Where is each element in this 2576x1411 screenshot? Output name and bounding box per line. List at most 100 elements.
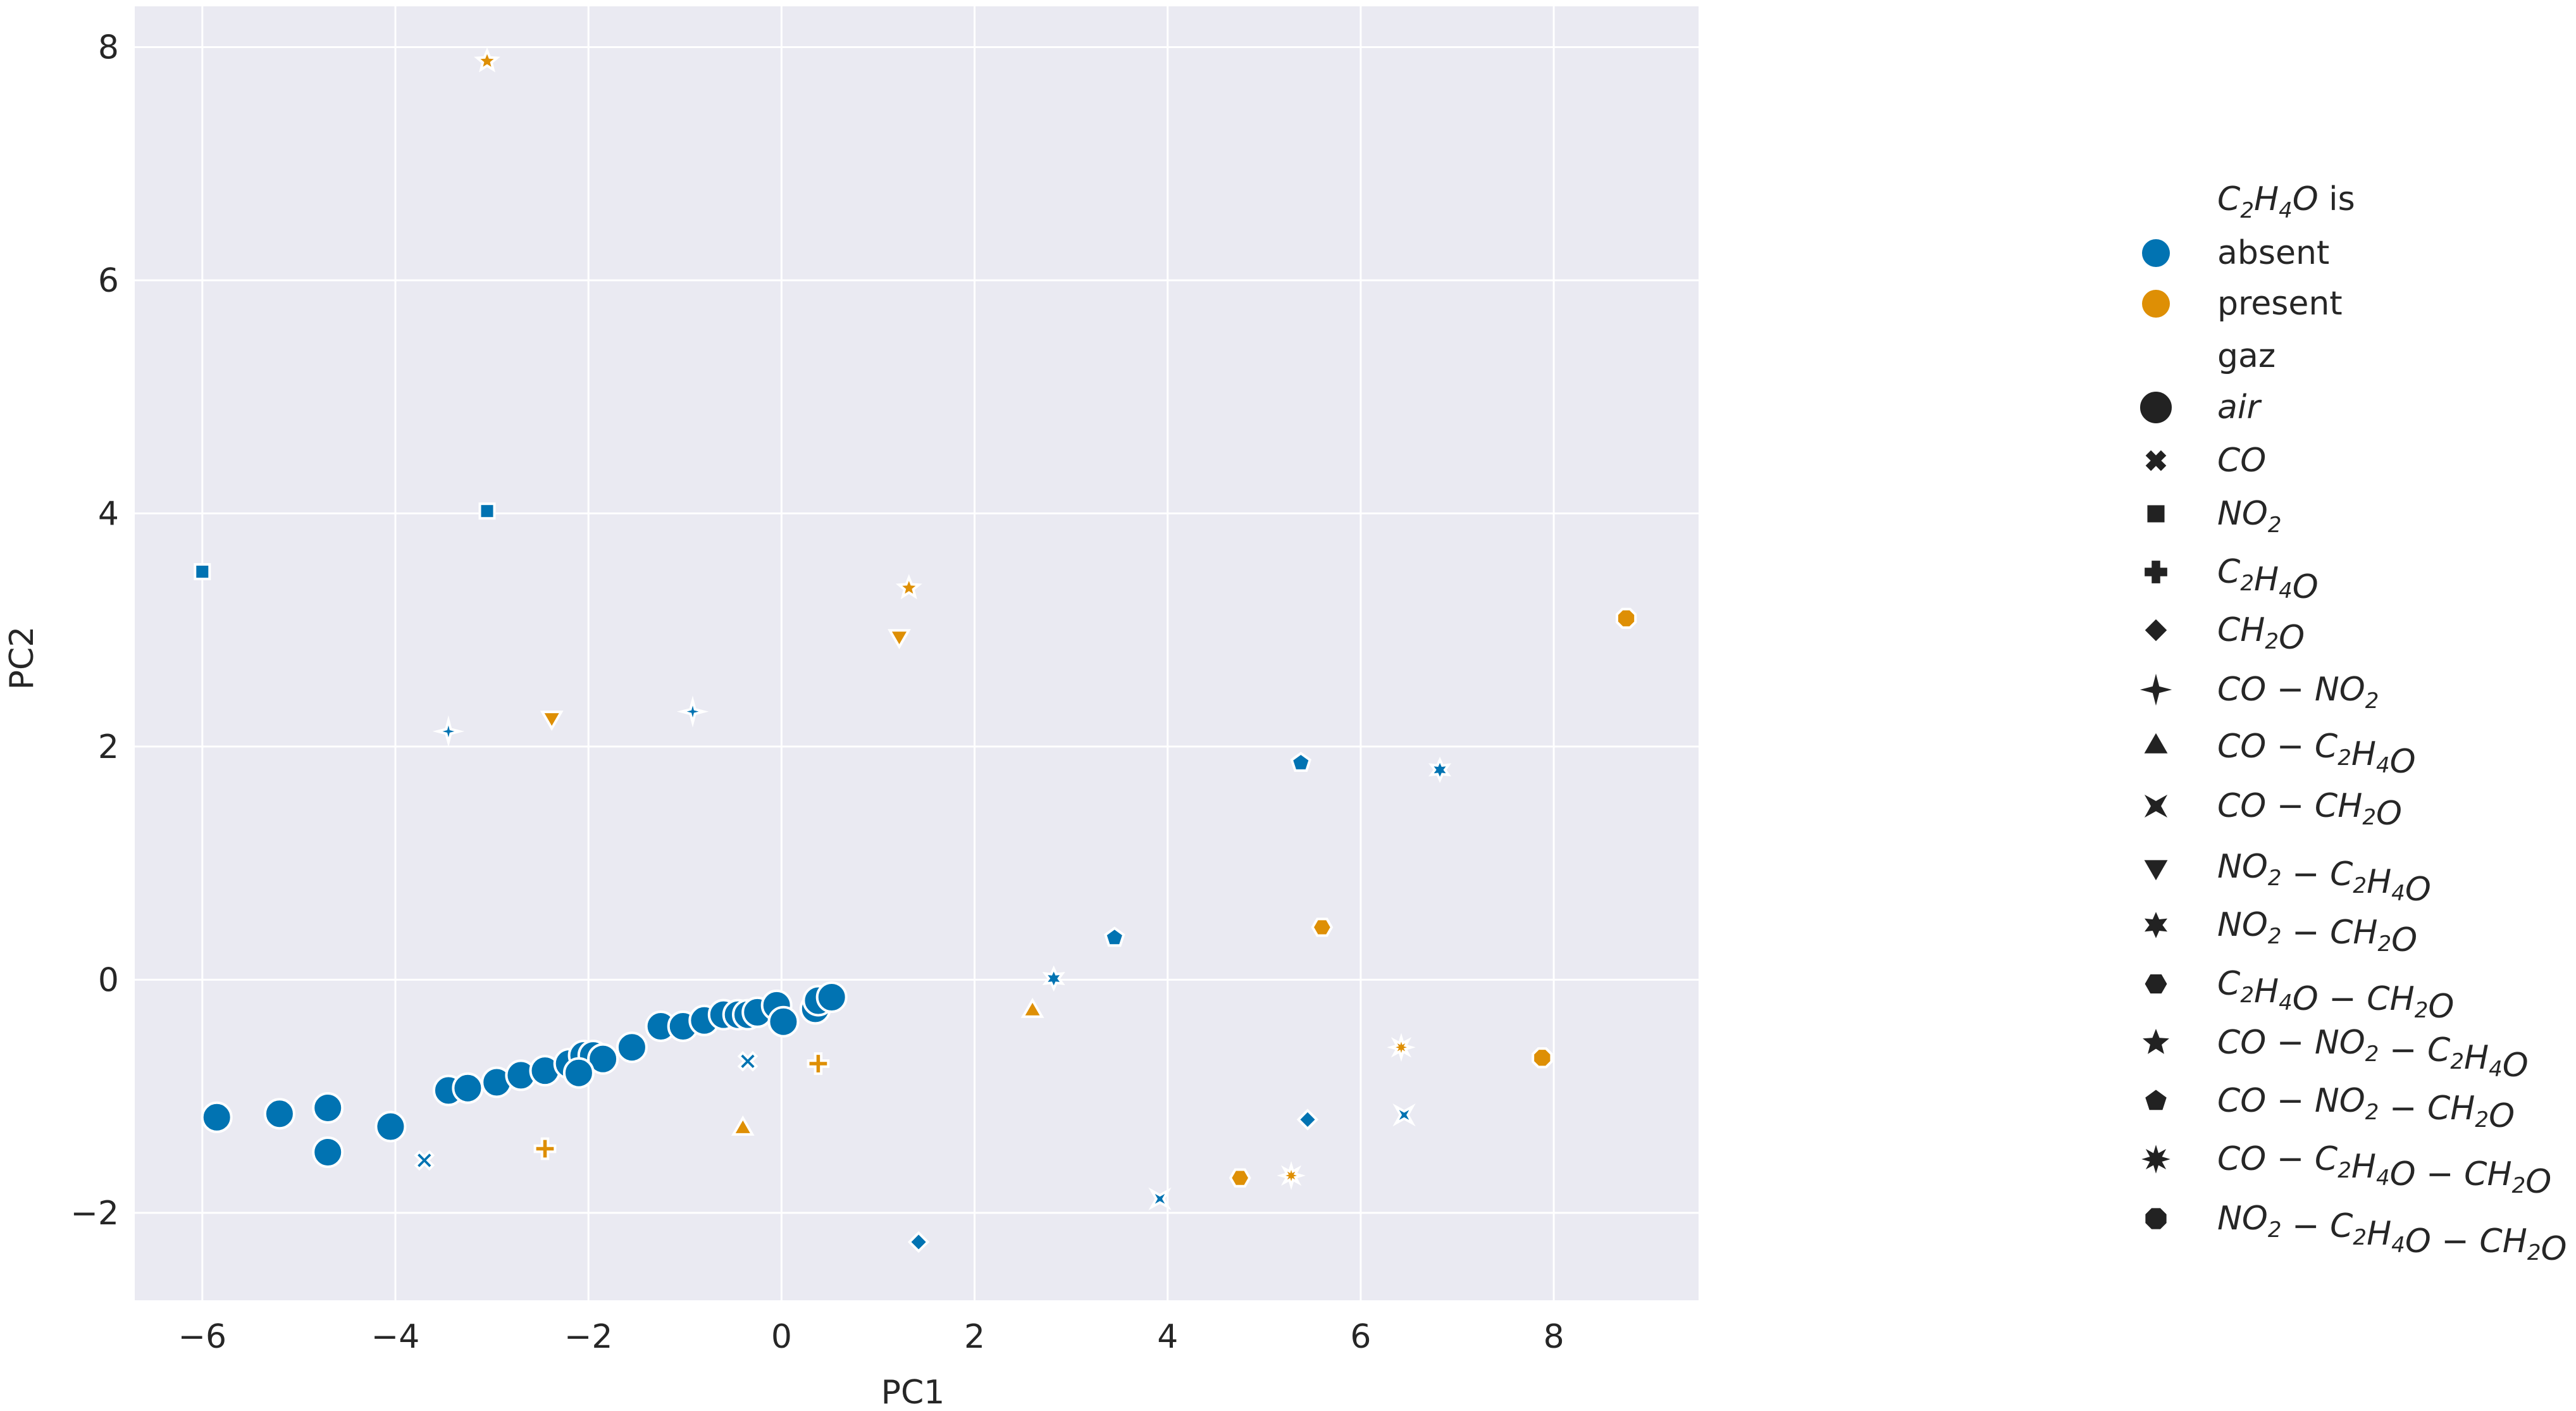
legend-item-co: CO — [2145, 442, 2266, 480]
x-tick-label: 0 — [771, 1318, 792, 1356]
data-point-no2-c2h4o-ch2o-present — [1532, 1047, 1553, 1069]
data-point-ch2o-absent — [907, 1231, 930, 1253]
legend-marker-circle — [2140, 392, 2172, 423]
svg-text:C2H4O is: C2H4O is — [2217, 180, 2355, 223]
legend-marker-star5 — [2143, 1028, 2169, 1054]
legend-item-co-ch2o: CO − CH2O — [2144, 787, 2402, 833]
y-tick-label: 0 — [98, 961, 119, 999]
legend-label: present — [2217, 285, 2343, 323]
data-point-co-c2h4o-ch2o-present — [1277, 1161, 1306, 1190]
data-point-air-absent — [616, 1031, 648, 1064]
y-tick-label: 4 — [98, 495, 119, 533]
legend-item-c2h4o: C2H4O — [2145, 553, 2319, 606]
legend-label: absent — [2217, 234, 2329, 272]
legend-item-co-no2: CO − NO2 — [2139, 671, 2379, 714]
x-tick-label: −4 — [371, 1318, 420, 1356]
data-point-air-absent — [452, 1072, 484, 1104]
legend-marker-diamond — [2145, 619, 2167, 642]
legend-label: CO − C2H4O − CH2O — [2217, 1140, 2551, 1201]
data-point-no2-c2h4o-present — [888, 629, 911, 650]
data-point-co-c2h4o-ch2o-present — [1387, 1033, 1416, 1062]
legend: C2H4O is absent present gaz air CO NO2 C2H4O CH2… — [2139, 180, 2567, 1268]
legend-marker-star6 — [2144, 912, 2168, 938]
legend-label: NO2 − CH2O — [2217, 906, 2417, 959]
legend-marker-star4 — [2139, 673, 2172, 706]
svg-text:gaz: gaz — [2217, 337, 2276, 375]
x-tick-label: −6 — [178, 1318, 226, 1356]
data-point-air-absent — [201, 1101, 233, 1133]
legend-item-no2: NO2 — [2147, 495, 2281, 538]
data-point-air-absent — [767, 1005, 800, 1038]
data-point-co-c2h4o-present — [1020, 997, 1044, 1018]
data-point-co-ch2o-absent — [1392, 1103, 1416, 1127]
legend-label: CO — [2217, 442, 2266, 480]
legend-marker-octagon — [2145, 1208, 2167, 1229]
legend-marker-triangle-down — [2144, 860, 2168, 881]
legend-marker-hexagon — [2145, 974, 2167, 994]
legend-item-co-c2h4o: CO − C2H4O — [2144, 728, 2416, 781]
legend-marker-plus — [2145, 561, 2167, 583]
data-point-co-ch2o-absent — [1148, 1187, 1172, 1210]
data-point-no2-c2h4o-ch2o-present — [1615, 607, 1637, 629]
plot-area-background — [135, 6, 1699, 1300]
data-point-c2h4o-ch2o-present — [1229, 1168, 1251, 1188]
data-point-co-no2-c2h4o-present — [474, 47, 500, 73]
legend-marker — [2142, 290, 2170, 318]
data-point-co-no2-ch2o-absent — [1104, 926, 1125, 947]
x-tick-label: 4 — [1157, 1318, 1178, 1356]
legend-label: C2H4O − CH2O — [2217, 965, 2454, 1026]
x-tick-labels: −6 −4 −2 0 2 4 6 8 — [178, 1318, 1564, 1356]
legend-label: NO2 − C2H4O − CH2O — [2217, 1200, 2567, 1268]
legend-item-present: present — [2142, 285, 2343, 323]
x-axis-title: PC1 — [881, 1374, 945, 1411]
x-tick-label: −2 — [564, 1318, 613, 1356]
legend-marker-square — [2147, 505, 2165, 523]
data-point-no2-ch2o-absent — [1428, 756, 1452, 783]
legend-item-no2-ch2o: NO2 − CH2O — [2144, 906, 2417, 959]
legend-item-no2-c2h4o: NO2 − C2H4O — [2144, 848, 2431, 909]
legend-item-c2h4o-ch2o: C2H4O − CH2O — [2145, 965, 2454, 1026]
data-point-c2h4o-present — [533, 1137, 557, 1160]
y-axis-title: PC2 — [3, 626, 41, 690]
data-point-no2-ch2o-absent — [1042, 965, 1065, 992]
data-point-air-absent — [562, 1057, 595, 1089]
data-point-co-no2-absent — [676, 695, 709, 728]
y-tick-label: 2 — [98, 728, 119, 766]
data-point-air-absent — [815, 981, 848, 1013]
data-point-c2h4o-present — [807, 1052, 830, 1075]
data-point-co-absent — [414, 1150, 435, 1171]
data-point-co-no2-c2h4o-present — [895, 574, 922, 600]
legend-item-air: air — [2140, 388, 2262, 426]
legend-label: CO − C2H4O — [2217, 728, 2416, 781]
y-tick-labels: −2 0 2 4 6 8 — [70, 28, 119, 1232]
data-point-c2h4o-ch2o-present — [1311, 917, 1334, 937]
legend-label: CO − NO2 − CH2O — [2217, 1082, 2515, 1135]
legend-marker-triangle-up — [2144, 733, 2168, 754]
legend-item-co-no2-c2h4o: CO − NO2 − C2H4O — [2143, 1024, 2529, 1085]
legend-marker-star8 — [2141, 1145, 2170, 1174]
x-tick-label: 2 — [964, 1318, 985, 1356]
legend-item-no2-c2h4o-ch2o: NO2 − C2H4O − CH2O — [2145, 1200, 2567, 1268]
legend-label: NO2 − C2H4O — [2217, 848, 2431, 909]
grid-lines — [135, 6, 1699, 1300]
x-tick-label: 8 — [1544, 1318, 1564, 1356]
x-tick-label: 6 — [1350, 1318, 1371, 1356]
legend-item-co-no2-ch2o: CO − NO2 − CH2O — [2145, 1082, 2515, 1135]
legend-label: CO − NO2 − C2H4O — [2217, 1024, 2529, 1085]
legend-label: NO2 — [2217, 495, 2281, 538]
legend-style-title: gaz — [2217, 337, 2276, 375]
data-point-air-absent — [587, 1043, 619, 1075]
data-point-air-absent — [375, 1110, 407, 1143]
legend-hue-title: C2H4O is — [2217, 180, 2355, 223]
data-point-no2-absent — [478, 502, 496, 520]
legend-item-absent: absent — [2142, 234, 2329, 272]
legend-label: air — [2217, 388, 2262, 426]
legend-label: CH2O — [2217, 611, 2305, 657]
legend-marker-bowtie — [2144, 794, 2168, 818]
legend-label: CO − NO2 — [2217, 671, 2379, 714]
data-point-no2-absent — [194, 563, 211, 581]
data-point-air-absent — [312, 1136, 344, 1168]
y-tick-label: 6 — [98, 262, 119, 300]
legend-item-co-c2h4o-ch2o: CO − C2H4O − CH2O — [2141, 1140, 2551, 1201]
